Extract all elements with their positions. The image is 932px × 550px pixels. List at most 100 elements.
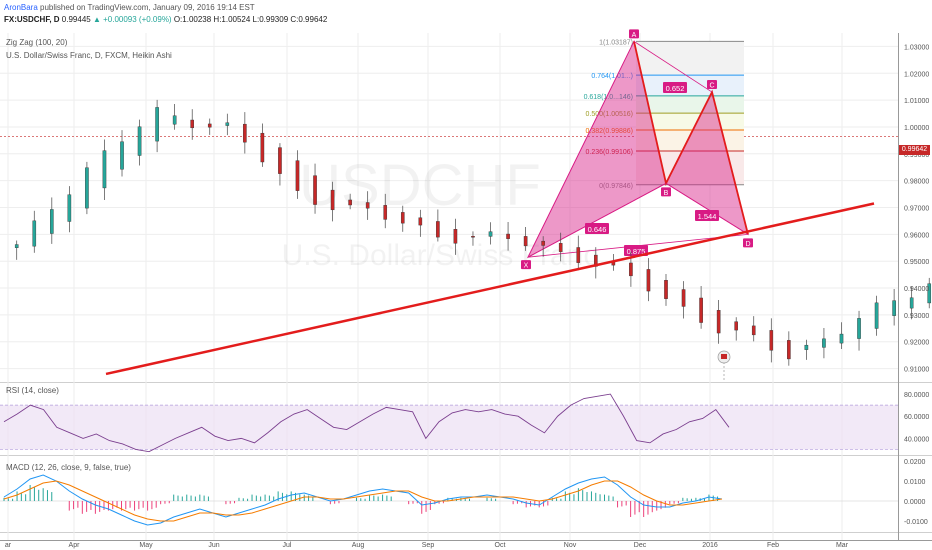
y-tick-label: 1.03000: [904, 44, 929, 51]
y-tick-label: 1.02000: [904, 71, 929, 78]
x-tick-label: Apr: [69, 542, 81, 549]
fib-band: [636, 130, 744, 151]
candle-body: [541, 240, 545, 246]
economic-event-marker: [717, 350, 731, 382]
last-price: 0.99445: [61, 15, 91, 24]
candle-body: [576, 247, 581, 263]
candle-body: [67, 194, 72, 222]
fibonacci-retracement[interactable]: 1(1.03187) 0.764(1.01...) 0.618(1.0...146)…: [584, 39, 744, 190]
candle-body: [225, 122, 230, 126]
candle-body: [207, 123, 212, 128]
x-tick-label: May: [139, 542, 153, 549]
candle-body: [243, 123, 247, 143]
macd-tick-label: 0.0000: [904, 499, 926, 506]
rsi-tick-label: 40.0000: [904, 436, 929, 443]
x-tick-label: 2016: [702, 542, 718, 549]
candle-body: [348, 199, 352, 206]
pattern-ratio-label: 1.544: [698, 212, 717, 221]
candle-body: [857, 318, 861, 339]
pattern-point-box: [707, 80, 717, 90]
fib-level-label: 0(0.97846): [599, 183, 633, 190]
candle-body: [400, 212, 405, 224]
trendline[interactable]: [105, 202, 875, 376]
candle-body: [260, 132, 265, 163]
support-trendline: [105, 202, 875, 376]
candle-body: [471, 236, 475, 238]
candle-body: [295, 160, 300, 191]
macd-tick-label: -0.0100: [904, 519, 928, 526]
x-tick-label: Mar: [836, 542, 849, 549]
candle-body: [681, 289, 686, 307]
pattern-ratio-box: [585, 223, 609, 234]
candle-body: [32, 220, 37, 247]
macd-pane: 0.0200 0.0100 0.0000 -0.0100: [0, 459, 928, 526]
macd-tick-label: 0.0200: [904, 459, 926, 466]
pattern-point-label: X: [524, 263, 529, 270]
current-price-tag: 0.99642: [899, 145, 930, 155]
pattern-ratio-label: 0.652: [666, 84, 685, 93]
flag-icon: [721, 354, 727, 359]
x-tick-label: ar: [5, 542, 12, 549]
author-link[interactable]: AronBara: [4, 3, 38, 12]
fib-band: [636, 95, 744, 114]
fib-level-label: 0.764(1.01...): [591, 73, 633, 80]
candle-body: [365, 202, 370, 209]
candle-body: [839, 333, 844, 344]
y-tick-label: 1.00000: [904, 125, 929, 132]
pattern-point-box: [629, 29, 639, 39]
pattern-ratio-label: 0.875: [627, 247, 646, 256]
fib-level-label: 1(1.03187): [599, 39, 633, 46]
pattern-point-box: [521, 260, 531, 270]
pattern-ratio-box: [624, 245, 648, 256]
x-tick-label: Feb: [767, 542, 779, 549]
y-tick-label: 0.93000: [904, 313, 929, 320]
macd-tick-label: 0.0100: [904, 479, 926, 486]
candle-body: [734, 321, 738, 331]
candle-body: [822, 338, 826, 348]
y-tick-label: 0.97000: [904, 206, 929, 213]
pattern-point-label: C: [709, 83, 714, 90]
x-tick-label: Dec: [634, 542, 647, 549]
fib-band: [636, 113, 744, 131]
candle-body: [716, 310, 721, 334]
fib-level-label: 0.500(1.00516): [586, 111, 633, 118]
x-tick-label: Oct: [495, 542, 506, 549]
pattern-point-label: B: [664, 190, 669, 197]
candle-body: [523, 236, 528, 247]
pattern-point-label: D: [745, 241, 750, 248]
axes: 1.03000 1.02000 1.01000 1.00000 0.99000 0.980…: [0, 33, 932, 549]
candle-body: [769, 330, 774, 351]
y-tick-label: 0.96000: [904, 232, 929, 239]
fib-band: [636, 41, 744, 76]
pattern-point-box: [661, 187, 671, 197]
y-tick-label: 0.91000: [904, 367, 929, 374]
candle-body: [383, 205, 388, 220]
harmonic-pattern[interactable]: X A B C D 0.652 0.646 1.544 0.875: [521, 29, 753, 270]
pattern-point-label: A: [632, 32, 637, 39]
fib-band: [636, 75, 744, 96]
publish-info: AronBara published on TradingView.com, J…: [4, 3, 255, 12]
macd-label: MACD (12, 26, close, 9, false, true): [6, 463, 131, 472]
candle-body: [190, 119, 195, 129]
candle-body: [787, 340, 791, 360]
watermark-symbol: USDCHF: [299, 153, 541, 218]
x-tick-label: Sep: [422, 542, 435, 549]
x-tick-label: Aug: [352, 542, 365, 549]
y-tick-label: 1.01000: [904, 98, 929, 105]
candle-body: [155, 107, 159, 142]
macd-line: [3, 474, 723, 526]
candle-body: [436, 221, 440, 238]
candle-body: [892, 300, 896, 316]
macd-signal-line: [3, 480, 723, 522]
candle-body: [506, 233, 510, 239]
x-tick-label: Nov: [564, 542, 577, 549]
ohlc-line: FX:USDCHF, D 0.99445 ▲ +0.00093 (+0.09%)…: [4, 15, 327, 24]
symbol-label: FX:USDCHF, D: [4, 15, 60, 24]
series-label: U.S. Dollar/Swiss Franc, D, FXCM, Heikin…: [6, 51, 172, 60]
candle-body: [699, 297, 703, 323]
grid-lines: [0, 33, 932, 540]
candle-body: [804, 344, 809, 350]
candle-body: [488, 231, 493, 237]
rsi-band: [0, 405, 898, 450]
